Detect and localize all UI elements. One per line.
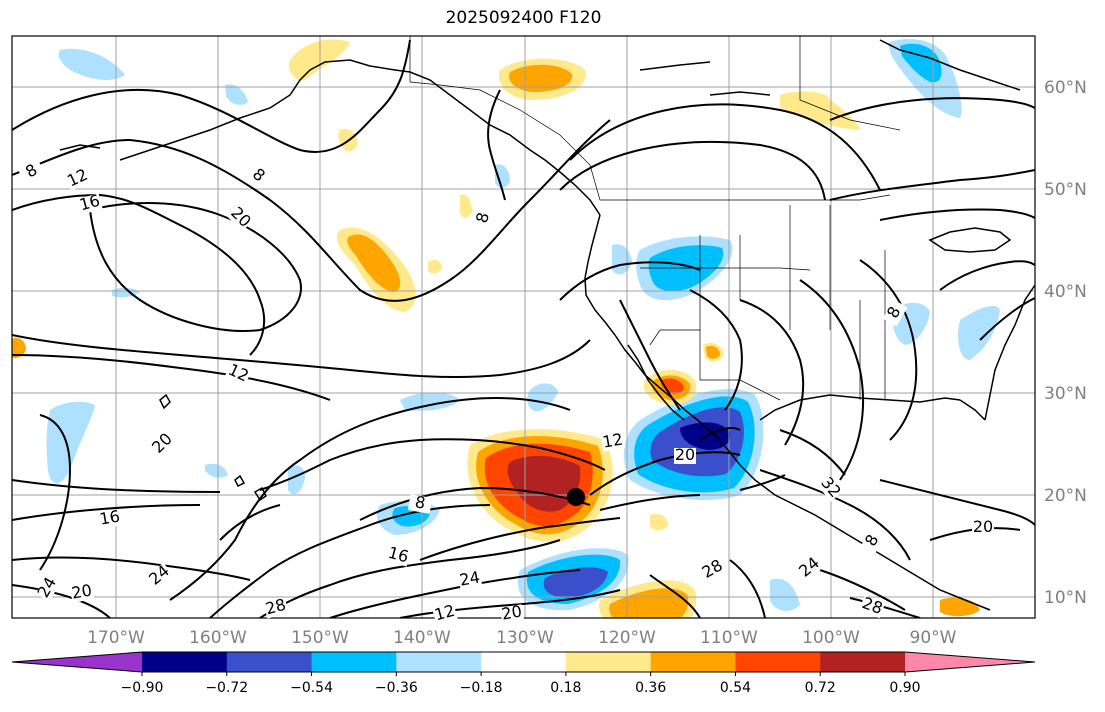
colorbar-tick-label: 0.54 <box>720 680 751 696</box>
colorbar-segment <box>142 652 228 672</box>
lon-tick-label: 110°W <box>700 628 758 648</box>
colorbar-tick-label: −0.18 <box>460 680 503 696</box>
lat-tick-label: 60°N <box>1044 78 1087 98</box>
colorbar-segment <box>396 652 482 672</box>
contour-label-bg <box>432 603 458 625</box>
contour-label-bg <box>860 527 886 555</box>
contour-label: 16 <box>386 543 411 567</box>
contour-label-bg <box>699 557 727 583</box>
contour-label: 12 <box>432 601 457 625</box>
contour-label-bg <box>457 570 483 590</box>
contour-label: 8 <box>472 210 493 225</box>
contour-label: 20 <box>675 445 695 464</box>
contour-label: 28 <box>263 595 288 619</box>
contour-label: 16 <box>98 506 121 528</box>
contour-label-bg <box>64 167 92 191</box>
contour-label-bg <box>796 554 824 582</box>
colorbar-segment <box>735 652 821 672</box>
contour-label-bg <box>224 362 252 386</box>
contour-label-bg <box>882 299 908 327</box>
contour-label: 12 <box>601 429 624 451</box>
lon-tick-label: 120°W <box>598 628 656 648</box>
colorbar-segment <box>820 652 906 672</box>
contour-label-bg <box>385 545 411 567</box>
contour-label-bg <box>263 597 289 619</box>
lon-tick-label: 90°W <box>910 628 957 648</box>
graticule <box>12 36 1035 618</box>
lon-tick-label: 170°W <box>87 628 145 648</box>
chart-title: 2025092400 F120 <box>445 8 602 28</box>
lon-tick-label: 130°W <box>496 628 554 648</box>
lon-tick-label: 150°W <box>291 628 349 648</box>
colorbar-tick-label: −0.54 <box>290 680 333 696</box>
contour-label: 8 <box>414 492 427 512</box>
contour-label-bg <box>149 430 177 458</box>
contour-label-bg <box>226 204 254 232</box>
contour-label-bg <box>407 494 433 514</box>
storm-center-marker <box>567 488 585 506</box>
lat-tick-label: 30°N <box>1044 384 1087 404</box>
contour-label-bg <box>146 562 174 590</box>
contour-label: 20 <box>973 517 993 536</box>
lat-tick-label: 10°N <box>1044 588 1087 608</box>
colorbar-tick-label: 0.36 <box>635 680 666 696</box>
colorbar-segment <box>12 652 142 672</box>
contour-label-bg <box>600 432 626 452</box>
colorbar-tick-label: −0.90 <box>121 680 164 696</box>
lon-tick-label: 140°W <box>393 628 451 648</box>
colorbar: −0.90 −0.72 −0.54 −0.36 −0.18 0.18 0.36 0.54 0.7… <box>11 651 1036 696</box>
longitude-labels: 170°W 160°W 150°W 140°W 130°W 120°W 110°W 100°W… <box>87 628 957 648</box>
contour-label-bg <box>858 595 886 619</box>
lat-tick-label: 50°N <box>1044 180 1087 200</box>
colorbar-tick-label: −0.72 <box>205 680 248 696</box>
contour-label-bg <box>35 574 61 602</box>
contour-label-bg <box>816 474 844 502</box>
latitude-labels: 60°N 50°N 40°N 30°N 20°N 10°N <box>1044 78 1087 608</box>
lon-tick-label: 100°W <box>802 628 860 648</box>
colorbar-segment <box>481 652 567 672</box>
contour-label: 20 <box>500 601 523 623</box>
colorbar-segment <box>226 652 313 672</box>
contour-label-bg <box>18 159 46 185</box>
contour-label-bg <box>972 520 994 536</box>
colorbar-segment <box>311 652 397 672</box>
coastlines <box>59 39 1035 611</box>
contour-label-bg <box>69 583 95 603</box>
colorbar-segment <box>650 652 736 672</box>
contour-label-bg <box>97 509 123 529</box>
colorbar-tick-label: 0.18 <box>550 680 581 696</box>
colorbar-tick-label: 0.72 <box>805 680 836 696</box>
lat-tick-label: 20°N <box>1044 486 1087 506</box>
political-boundaries <box>409 36 901 401</box>
map-content <box>12 36 1035 618</box>
contour-label-bg <box>674 448 696 464</box>
contour-label: 20 <box>70 580 93 602</box>
contour-label-bg <box>77 193 103 215</box>
contour-label-bg <box>244 162 272 190</box>
colorbar-segment <box>905 652 1035 672</box>
contour-label-bg <box>499 604 525 624</box>
colorbar-tick-label: 0.90 <box>889 680 920 696</box>
contour-label: 24 <box>458 567 481 589</box>
colorbar-segment <box>565 652 652 672</box>
contour-label: 16 <box>77 191 102 215</box>
lon-tick-label: 160°W <box>189 628 247 648</box>
colorbar-tick-label: −0.36 <box>375 680 418 696</box>
contour-label-bg <box>473 205 495 231</box>
lat-tick-label: 40°N <box>1044 282 1087 302</box>
